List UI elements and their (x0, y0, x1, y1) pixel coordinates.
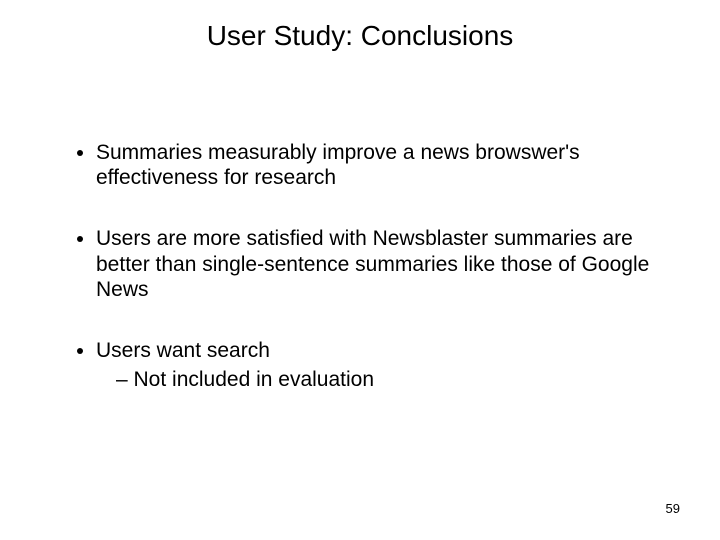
sub-bullet-list: Not included in evaluation (96, 367, 660, 392)
sub-bullet-item: Not included in evaluation (116, 367, 660, 392)
slide-title: User Study: Conclusions (0, 20, 720, 52)
bullet-item: Users want search Not included in evalua… (96, 338, 660, 392)
bullet-item: Summaries measurably improve a news brow… (96, 140, 660, 190)
bullet-text: Summaries measurably improve a news brow… (96, 141, 580, 189)
bullet-item: Users are more satisfied with Newsblaste… (96, 226, 660, 302)
page-number: 59 (666, 501, 680, 516)
bullet-text: Users want search (96, 339, 270, 362)
bullet-text: Users are more satisfied with Newsblaste… (96, 227, 649, 300)
slide-body: Summaries measurably improve a news brow… (72, 140, 660, 428)
bullet-list: Summaries measurably improve a news brow… (72, 140, 660, 392)
slide: User Study: Conclusions Summaries measur… (0, 0, 720, 540)
sub-bullet-text: Not included in evaluation (134, 368, 375, 391)
